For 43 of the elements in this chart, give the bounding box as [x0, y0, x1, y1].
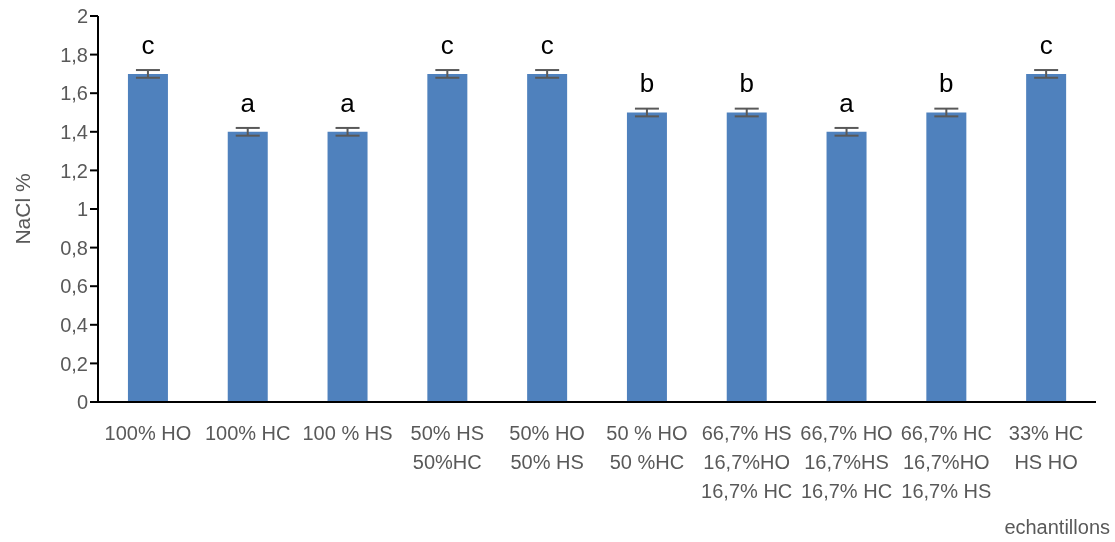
data-label: b: [639, 68, 655, 99]
x-tick-label: 50 % HO 50 %HC: [606, 422, 688, 473]
x-tick-label: 50% HS 50%HC: [410, 422, 484, 473]
x-tick-label: 50% HO 50% HS: [509, 422, 585, 473]
bar: [826, 131, 867, 402]
data-label: b: [739, 68, 754, 99]
y-tick-label: 0,8: [60, 236, 88, 259]
bar: [926, 112, 967, 402]
y-tick-label: 1,6: [60, 82, 88, 105]
data-label: a: [340, 87, 356, 118]
data-label: b: [939, 68, 954, 99]
y-tick-label: 1,2: [60, 159, 88, 182]
data-label: c: [540, 29, 554, 60]
bar: [127, 73, 168, 402]
data-label: c: [141, 29, 155, 60]
y-tick-label: 0,4: [60, 313, 88, 336]
y-tick-label: 1,8: [60, 43, 88, 66]
y-tick-label: 1: [76, 198, 88, 221]
bar: [1026, 73, 1067, 402]
y-tick-label: 0: [76, 391, 88, 414]
bar: [726, 112, 767, 402]
y-axis-title: NaCl %: [10, 173, 34, 245]
x-tick-label: 66,7% HO 16,7%HS 16,7% HC: [800, 422, 893, 502]
y-tick-label: 2: [76, 5, 88, 28]
data-label: a: [839, 87, 855, 118]
bar: [427, 73, 468, 402]
x-tick-label: 33% HC HS HO: [1008, 422, 1084, 473]
y-tick-label: 0,2: [60, 352, 88, 375]
x-tick-label: 100 % HS: [302, 422, 393, 444]
data-label: c: [440, 29, 454, 60]
bar: [227, 131, 268, 402]
y-tick-label: 0,6: [60, 275, 88, 298]
x-axis-title: echantillons: [1004, 516, 1110, 538]
x-tick-label: 100% HO: [104, 422, 192, 444]
x-tick-label: 66,7% HS 16,7%HO 16,7% HC: [701, 422, 793, 502]
bar: [527, 73, 568, 402]
data-label: a: [240, 87, 256, 118]
data-label: c: [1039, 29, 1053, 60]
x-tick-label: 100% HC: [204, 422, 291, 444]
bar: [626, 112, 667, 402]
y-tick-label: 1,4: [60, 120, 88, 143]
x-tick-label: 66,7% HC 16,7%HO 16,7% HS: [900, 422, 992, 502]
bar: [327, 131, 368, 402]
